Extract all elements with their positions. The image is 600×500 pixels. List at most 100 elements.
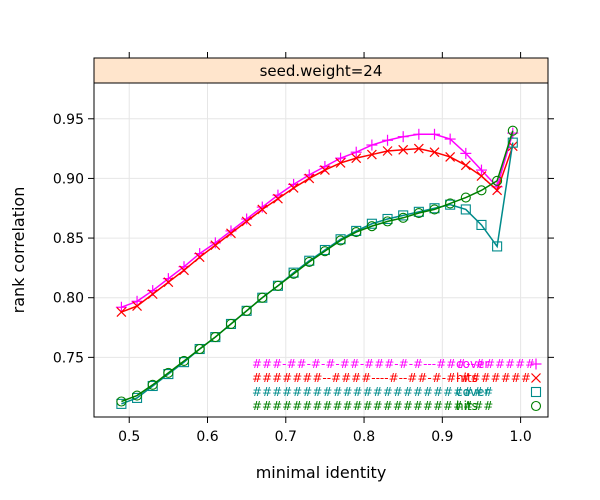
data-point <box>460 160 471 171</box>
data-point <box>445 152 456 162</box>
x-tick-label: 0.9 <box>431 429 453 445</box>
data-point <box>382 134 394 146</box>
data-point <box>397 131 409 143</box>
data-point <box>116 398 127 409</box>
data-point <box>288 183 299 193</box>
data-point <box>366 149 377 160</box>
data-point <box>429 147 440 158</box>
data-point <box>116 396 127 407</box>
data-point <box>319 165 330 176</box>
legend-label: cover <box>456 357 489 371</box>
data-point <box>476 219 487 230</box>
y-tick-label: 0.80 <box>53 291 84 307</box>
data-point <box>398 210 409 221</box>
data-point <box>413 128 425 140</box>
data-point <box>398 212 409 223</box>
data-point <box>115 301 127 313</box>
data-point <box>382 216 393 227</box>
data-point <box>413 207 424 219</box>
panel-strip <box>93 57 549 84</box>
y-tick-label: 0.95 <box>53 112 84 128</box>
data-point <box>475 164 487 176</box>
data-point <box>382 146 393 156</box>
data-point <box>444 133 456 145</box>
data-point <box>476 171 487 181</box>
data-point <box>351 153 362 164</box>
data-point <box>460 204 471 215</box>
x-tick-label: 0.5 <box>118 429 140 445</box>
data-point <box>257 292 268 303</box>
data-point <box>241 305 252 316</box>
grid <box>94 83 548 417</box>
data-point <box>147 289 158 300</box>
series-line <box>121 132 514 308</box>
data-point <box>492 185 503 196</box>
plot-frame <box>93 82 549 418</box>
data-point <box>335 152 347 164</box>
legend-pattern: #######--####----#--##-#-#-####### <box>252 371 531 385</box>
data-point <box>429 128 440 140</box>
data-point <box>460 192 471 203</box>
data-point <box>492 241 503 252</box>
data-point <box>194 252 205 263</box>
x-tick-label: 0.6 <box>196 429 218 445</box>
y-axis-title: rank correlation <box>9 187 28 314</box>
y-tick-label: 0.90 <box>53 171 84 187</box>
data-point <box>272 280 283 291</box>
x-tick-label: 0.8 <box>353 429 375 445</box>
data-point <box>132 390 143 401</box>
data-point <box>225 318 237 330</box>
series-line <box>121 130 514 403</box>
data-point <box>116 307 127 317</box>
legend-label: cover <box>456 385 489 399</box>
data-point <box>226 228 236 239</box>
series-layer <box>115 125 519 409</box>
data-point <box>366 218 377 229</box>
data-point <box>445 198 456 209</box>
legend-pattern: ###-##-#-#-##-###-#-#---###--###### <box>252 357 535 371</box>
y-tick-label: 0.75 <box>53 350 84 366</box>
data-point <box>398 144 409 155</box>
data-point <box>335 157 346 168</box>
x-tick-label: 1.0 <box>509 429 531 445</box>
data-point <box>476 185 487 196</box>
series-4 <box>116 125 518 407</box>
data-point <box>530 400 542 412</box>
data-point <box>366 139 378 151</box>
data-point <box>530 386 542 398</box>
data-point <box>366 221 377 232</box>
data-point <box>288 268 299 279</box>
x-axis-title: minimal identity <box>256 463 387 482</box>
data-point <box>194 343 205 355</box>
legend-pattern: ######################## <box>252 399 493 413</box>
data-point <box>429 204 440 215</box>
legend-pattern: ######################## <box>252 385 493 399</box>
data-point <box>382 213 393 225</box>
data-point <box>304 173 315 184</box>
data-point <box>257 204 268 215</box>
y-tick-label: 0.85 <box>53 231 84 247</box>
series-1 <box>115 127 519 313</box>
data-point <box>132 301 142 311</box>
data-point <box>335 235 346 246</box>
data-point <box>413 143 424 154</box>
legend-label: hits <box>456 371 478 385</box>
data-point <box>163 277 174 288</box>
data-point <box>507 125 518 136</box>
legend: ###-##-#-#-##-###-#-#---###--######cover… <box>252 357 542 413</box>
data-point <box>304 256 315 267</box>
data-point <box>179 265 189 276</box>
axes: 0.5 0.6 0.7 0.8 0.9 1.0 0.75 0.80 0.85 0.90 0.95 <box>53 52 554 445</box>
x-tick-label: 0.7 <box>275 429 297 445</box>
data-point <box>492 175 503 186</box>
data-point <box>531 373 541 383</box>
data-point <box>319 246 330 257</box>
data-point <box>273 193 283 204</box>
legend-label: hits <box>456 399 478 413</box>
data-point <box>241 216 252 227</box>
data-point <box>351 227 362 238</box>
data-point <box>350 146 362 158</box>
data-point <box>210 332 221 343</box>
data-point <box>210 240 221 251</box>
